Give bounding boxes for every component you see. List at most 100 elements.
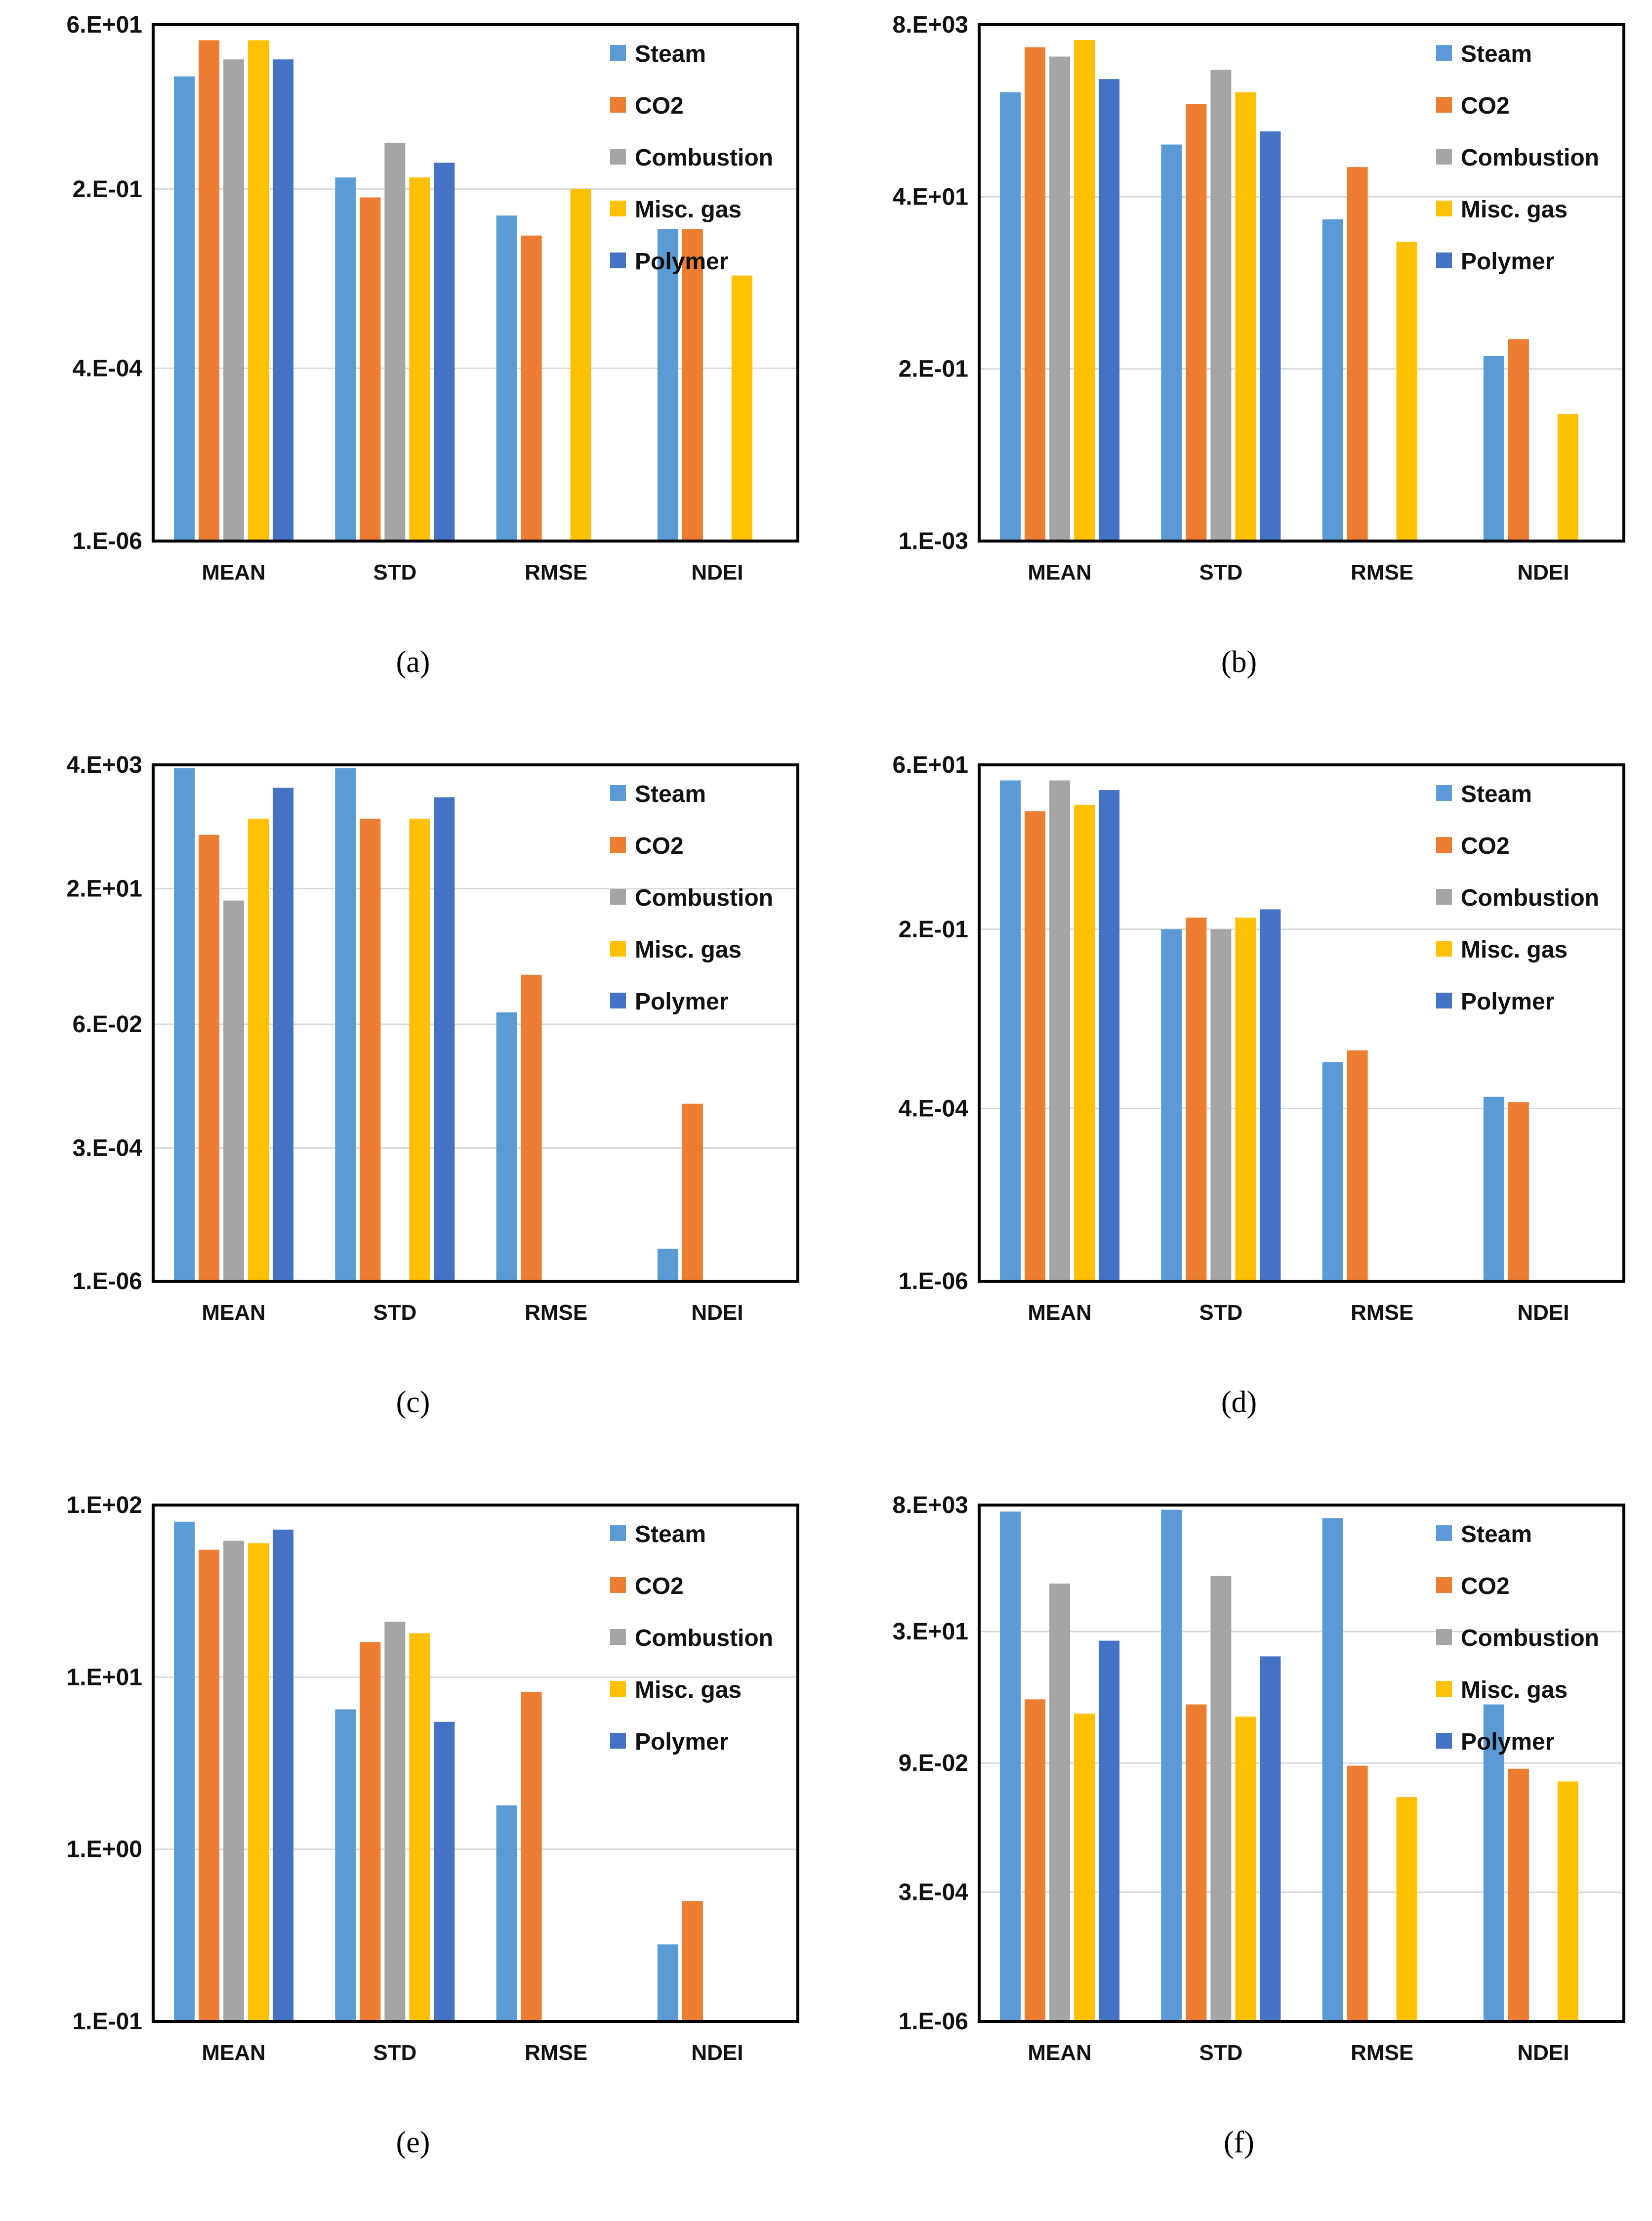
legend-label: Misc. gas [635,937,742,963]
legend-label: Combustion [635,1625,773,1651]
bar-ndei-co2 [1508,339,1529,541]
legend-swatch [1436,97,1452,113]
y-tick-label: 1.E-01 [73,2009,142,2035]
legend-swatch [610,785,626,801]
legend-swatch [1436,1681,1452,1697]
bar-rmse-misc-gas [1396,1797,1417,2021]
bar-mean-steam [1000,1511,1021,2021]
x-category-label: RMSE [1351,560,1413,585]
bar-ndei-co2 [682,229,703,541]
bar-std-misc-gas [409,177,430,541]
x-category-label: MEAN [202,1300,266,1325]
chart-c-plot: 1.E-06 3.E-04 6.E-02 2.E+01 4.E+03 MEAN STD RMS… [67,752,799,1325]
bar-mean-co2 [1025,1699,1046,2021]
bar-mean-steam [1000,92,1021,541]
bar-std-combustion [384,1622,406,2021]
chart-panel-d: 1.E-06 4.E-04 2.E-01 6.E+01 MEAN STD RMSE NDEI S… [826,740,1652,1480]
plot-frame [152,1504,799,2023]
bar-std-steam [335,177,356,541]
bar-rmse-co2 [1347,1050,1368,1281]
bar-mean-polymer [1099,1640,1120,2021]
bar-std-co2 [360,818,381,1281]
legend-swatch [610,252,626,268]
legend-swatch [610,1629,626,1645]
x-category-label: RMSE [525,560,587,585]
chart-b-svg: 1.E-03 2.E-01 4.E+01 8.E+03 MEAN STD RMSE NDEI S… [893,12,1625,585]
x-category-label: MEAN [1028,560,1092,585]
chart-panel-c: 1.E-06 3.E-04 6.E-02 2.E+01 4.E+03 MEAN STD RMS… [0,740,826,1480]
bar-mean-combustion [223,900,245,1281]
bar-std-misc-gas [409,1633,430,2021]
x-category-label: MEAN [1028,2041,1092,2065]
x-category-label: NDEI [1517,560,1569,585]
bar-std-polymer [1260,1656,1281,2021]
legend-label: Polymer [1461,249,1554,275]
legend-swatch [1436,785,1452,801]
bar-mean-steam [174,76,195,541]
x-category-label: NDEI [1517,1300,1569,1325]
chart-panel-e: 1.E-01 1.E+00 1.E+01 1.E+02 MEAN STD RMSE NDEI S… [0,1480,826,2221]
legend-label: CO2 [1461,93,1510,119]
y-tick-label: 6.E+01 [67,12,142,38]
legend-swatch [1436,1629,1452,1645]
bar-mean-polymer [273,59,294,541]
chart-f-plot: 1.E-06 3.E-04 9.E-02 3.E+01 8.E+03 MEAN STD RMS… [893,1492,1625,2065]
bar-mean-polymer [273,788,294,1281]
legend-swatch [610,1577,626,1593]
legend-swatch [1436,837,1452,853]
y-tick-label: 3.E+01 [893,1619,968,1645]
x-category-label: STD [1199,560,1242,585]
bar-std-misc-gas [1235,92,1256,541]
legend-swatch [610,1733,626,1749]
plot-frame [978,1504,1625,2023]
y-tick-label: 4.E-04 [899,1095,969,1122]
chart-e-caption: (e) [396,2126,430,2159]
bar-std-misc-gas [409,818,430,1281]
legend-label: Misc. gas [1461,937,1568,963]
bar-mean-steam [174,768,195,1281]
bar-rmse-steam [496,215,517,541]
legend-swatch [610,837,626,853]
legend-label: Steam [635,1521,706,1548]
bar-ndei-steam [657,1944,678,2021]
chart-c-svg: 1.E-06 3.E-04 6.E-02 2.E+01 4.E+03 MEAN STD RMS… [67,752,799,1325]
bar-std-combustion [1210,929,1232,1281]
legend-label: CO2 [635,93,684,119]
bar-rmse-co2 [1347,167,1368,541]
bar-ndei-misc-gas [731,275,752,541]
plot-frame [978,763,1625,1283]
bar-mean-polymer [273,1529,294,2021]
legend-label: Steam [1461,1521,1532,1548]
legend-swatch [610,149,626,165]
chart-e-svg: 1.E-01 1.E+00 1.E+01 1.E+02 MEAN STD RMSE NDEI S… [67,1492,799,2065]
bar-ndei-steam [657,1249,678,1281]
legend-label: Combustion [1461,1625,1599,1651]
bar-std-steam [1161,929,1182,1281]
bar-rmse-co2 [1347,1765,1368,2021]
bar-rmse-co2 [521,974,542,1281]
bar-std-misc-gas [1235,918,1256,1281]
bar-std-co2 [360,1642,381,2021]
y-tick-label: 4.E-04 [73,355,143,381]
bar-mean-co2 [199,835,220,1281]
bar-std-steam [1161,1509,1182,2021]
legend-swatch [1436,993,1452,1008]
bar-mean-combustion [1049,56,1071,542]
bar-rmse-misc-gas [1396,242,1417,541]
y-tick-label: 3.E-04 [73,1135,143,1161]
bar-std-combustion [384,142,406,541]
y-tick-label: 1.E+01 [67,1664,142,1690]
chart-b-plot: 1.E-03 2.E-01 4.E+01 8.E+03 MEAN STD RMSE NDEI S… [893,12,1625,585]
legend-label: Polymer [1461,1729,1554,1755]
bar-std-steam [335,1709,356,2021]
bar-rmse-steam [496,1805,517,2021]
chart-a-caption: (a) [396,645,430,679]
bar-std-steam [335,768,356,1281]
bar-std-co2 [1186,104,1207,541]
bar-ndei-steam [1483,356,1504,541]
legend-swatch [610,1525,626,1541]
bar-mean-misc-gas [1074,40,1095,542]
y-tick-label: 2.E-01 [899,356,968,382]
bar-ndei-misc-gas [1557,1781,1578,2021]
bar-std-polymer [434,163,455,541]
